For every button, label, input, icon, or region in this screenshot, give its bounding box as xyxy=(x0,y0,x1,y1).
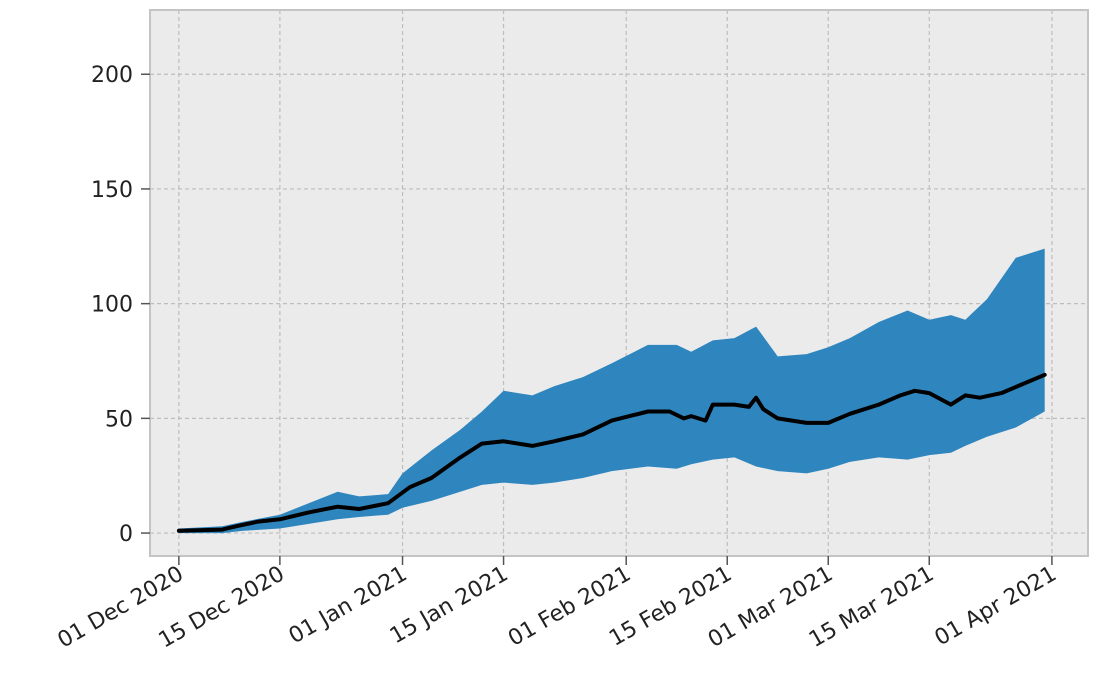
y-tick-label: 100 xyxy=(91,293,133,318)
x-tick-label: 01 Apr 2021 xyxy=(931,562,1061,652)
plot-frame xyxy=(149,9,1089,557)
y-tick-label: 50 xyxy=(105,407,133,432)
y-tick-label: 0 xyxy=(119,522,133,547)
axis-ticks xyxy=(141,73,1053,565)
series-band xyxy=(178,248,1045,534)
plot-background xyxy=(150,10,1088,556)
y-axis-labels: 0 50 100 150 200 xyxy=(91,63,133,547)
y-tick-label: 200 xyxy=(91,63,133,88)
y-tick-label: 150 xyxy=(91,178,133,203)
series-line xyxy=(176,372,1047,533)
